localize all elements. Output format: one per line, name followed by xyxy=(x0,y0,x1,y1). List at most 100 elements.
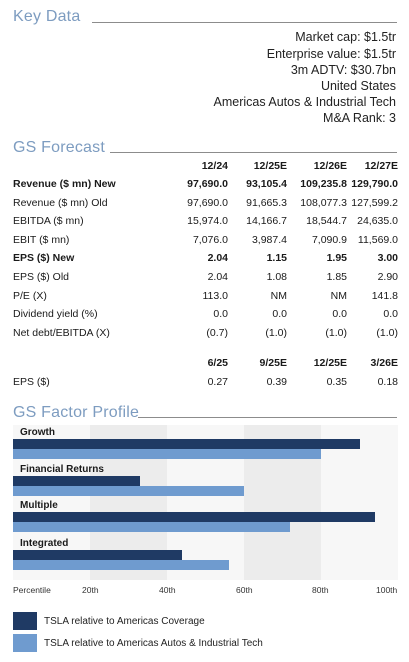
cell: 129,790.0 xyxy=(351,178,398,190)
tick-label: 80th xyxy=(312,585,329,595)
cell: 15,974.0 xyxy=(187,215,228,228)
cell: 14,166.7 xyxy=(246,215,287,228)
row-label: EPS ($) Old xyxy=(13,271,70,283)
eps-header: 6/25 9/25E 12/25E 3/26E xyxy=(13,357,398,375)
cell: 24,635.0 xyxy=(357,215,398,228)
cell: 0.0 xyxy=(272,308,287,321)
forecast-title: GS Forecast xyxy=(13,139,106,156)
ma-rank: M&A Rank: 3 xyxy=(323,111,396,125)
percentile-label: Percentile xyxy=(13,585,51,595)
cell: 113.0 xyxy=(202,289,229,302)
forecast-rule xyxy=(110,152,397,153)
cell: 3.00 xyxy=(377,252,398,265)
cell: 1.95 xyxy=(326,252,347,265)
tick-label: 60th xyxy=(236,585,253,595)
cell: 2.04 xyxy=(207,252,228,265)
cell: (1.0) xyxy=(325,326,347,339)
cell: NM xyxy=(270,289,287,302)
cell: 0.0 xyxy=(332,308,347,321)
cell: 2.04 xyxy=(207,271,228,283)
forecast-row: EBIT ($ mn) 7,076.0 3,987.4 7,090.9 11,569.0 xyxy=(13,234,398,252)
forecast-row: EPS ($) Old 2.04 1.08 1.85 2.90 xyxy=(13,271,398,289)
key-data-title: Key Data xyxy=(13,8,81,25)
coverage-bar xyxy=(13,476,141,486)
coverage-bar xyxy=(13,512,375,522)
cell: 0.0 xyxy=(383,308,398,321)
cell: NM xyxy=(330,289,347,302)
factor-profile-title: GS Factor Profile xyxy=(13,404,140,421)
cell: 141.8 xyxy=(371,289,398,302)
forecast-row: EBITDA ($ mn) 15,974.0 14,166.7 18,544.7 24,… xyxy=(13,215,398,233)
cell: 0.18 xyxy=(377,376,398,388)
tick-label: 40th xyxy=(159,585,176,595)
cell: 127,599.2 xyxy=(351,196,398,209)
col-header: 6/25 xyxy=(207,357,228,369)
key-data-rule xyxy=(92,22,397,23)
cell: 93,105.4 xyxy=(246,178,287,190)
cell: 2.90 xyxy=(377,271,398,283)
factor-label: Growth xyxy=(20,427,55,438)
col-header: 12/24 xyxy=(201,160,228,172)
row-label: Net debt/EBITDA (X) xyxy=(13,326,110,339)
forecast-row: Revenue ($ mn) New 97,690.0 93,105.4 109,23… xyxy=(13,178,398,196)
country: United States xyxy=(320,79,396,93)
factor-chart: Growth Financial Returns Multiple Integrate… xyxy=(13,425,398,580)
col-header: 3/26E xyxy=(370,357,398,369)
cell: 1.15 xyxy=(266,252,287,265)
factor-label: Multiple xyxy=(20,500,58,511)
col-header: 12/27E xyxy=(364,160,398,172)
sector-bar xyxy=(13,522,291,532)
cell: 0.39 xyxy=(266,376,287,388)
legend-swatch xyxy=(13,634,37,652)
factor-profile-rule xyxy=(138,417,397,418)
col-header: 12/25E xyxy=(253,160,287,172)
legend-label: TSLA relative to Americas Coverage xyxy=(44,616,205,627)
legend-label: TSLA relative to Americas Autos & Indust… xyxy=(44,638,263,649)
col-header: 12/26E xyxy=(313,160,347,172)
row-label: Revenue ($ mn) New xyxy=(13,178,116,190)
forecast-row: EPS ($) New 2.04 1.15 1.95 3.00 xyxy=(13,252,398,270)
coverage-bar xyxy=(13,550,183,560)
cell: 0.35 xyxy=(326,376,347,388)
forecast-row: Dividend yield (%) 0.0 0.0 0.0 0.0 xyxy=(13,308,398,326)
forecast-row: P/E (X) 113.0 NM NM 141.8 xyxy=(13,290,398,308)
market-cap: Market cap: $1.5tr xyxy=(295,30,396,44)
sector: Americas Autos & Industrial Tech xyxy=(213,95,397,109)
cell: 0.27 xyxy=(207,376,228,388)
cell: 3,987.4 xyxy=(251,233,287,246)
tick-label: 20th xyxy=(82,585,99,595)
sector-bar xyxy=(13,560,229,570)
coverage-bar xyxy=(13,439,360,449)
cell: (1.0) xyxy=(265,326,287,339)
row-label: EBITDA ($ mn) xyxy=(13,215,84,228)
enterprise-value: Enterprise value: $1.5tr xyxy=(266,47,396,61)
col-header: 12/25E xyxy=(313,357,347,369)
forecast-row: Revenue ($ mn) Old 97,690.0 91,665.3 108,07… xyxy=(13,197,398,215)
cell: 0.0 xyxy=(213,308,228,321)
row-label: EBIT ($ mn) xyxy=(13,233,70,246)
tick-label: 100th xyxy=(376,585,398,595)
factor-label: Financial Returns xyxy=(20,464,104,475)
cell: 18,544.7 xyxy=(306,215,347,228)
legend-swatch xyxy=(13,612,37,630)
eps-quarterly-row: EPS ($) 0.27 0.39 0.35 0.18 xyxy=(13,376,398,394)
sector-bar xyxy=(13,449,321,459)
row-label: EPS ($) New xyxy=(13,252,75,265)
cell: 7,076.0 xyxy=(192,233,228,246)
factor-label: Integrated xyxy=(20,538,69,549)
col-header: 9/25E xyxy=(259,357,287,369)
forecast-header: 12/24 12/25E 12/26E 12/27E xyxy=(13,160,398,178)
cell: (0.7) xyxy=(206,326,228,339)
cell: (1.0) xyxy=(376,326,398,339)
cell: 1.85 xyxy=(326,271,347,283)
cell: 1.08 xyxy=(266,271,287,283)
row-label: Dividend yield (%) xyxy=(13,308,98,321)
cell: 91,665.3 xyxy=(246,196,287,209)
row-label: Revenue ($ mn) Old xyxy=(13,196,108,209)
row-label: EPS ($) xyxy=(13,376,50,388)
cell: 109,235.8 xyxy=(300,178,347,190)
sector-bar xyxy=(13,486,244,496)
cell: 108,077.3 xyxy=(300,196,347,209)
cell: 97,690.0 xyxy=(187,178,228,190)
cell: 11,569.0 xyxy=(357,233,398,246)
